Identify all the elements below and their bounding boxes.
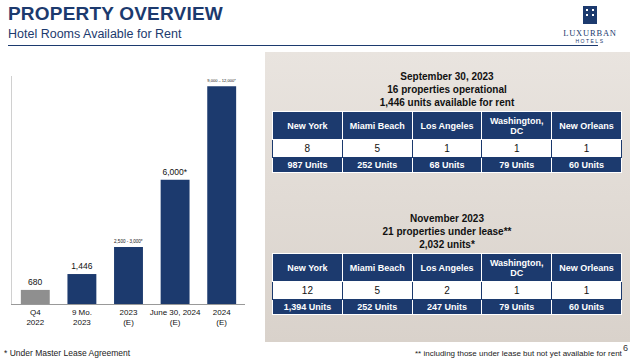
- svg-text:9,000 – 12,000*: 9,000 – 12,000*: [207, 78, 236, 83]
- html-text:5: 5: [374, 285, 380, 296]
- html-text:1: 1: [514, 143, 520, 154]
- svg-text:Q42022: Q42022: [26, 308, 44, 327]
- html-text:60 Units: 60 Units: [569, 160, 605, 170]
- html-text:6: 6: [623, 343, 628, 353]
- html-text:12: 12: [301, 285, 313, 296]
- html-text:1: 1: [514, 285, 520, 296]
- html-text:1: 1: [583, 143, 590, 154]
- html-text:New York: New York: [287, 120, 328, 131]
- html-text:247 Units: 247 Units: [427, 302, 467, 312]
- html-text:2,032 units*: 2,032 units*: [419, 239, 475, 250]
- svg-text:680: 680: [28, 277, 42, 287]
- html-text:Washington, DC: Washington, DC: [490, 115, 544, 136]
- svg-text:6,000*: 6,000*: [162, 167, 187, 177]
- html-text:21 properties under lease**: 21 properties under lease**: [382, 226, 512, 237]
- html-text:Miami Beach: Miami Beach: [349, 262, 405, 273]
- html-text:987 Units: 987 Units: [287, 160, 328, 170]
- svg-text:June 30, 2024(E): June 30, 2024(E): [150, 308, 201, 327]
- html-text:252 Units: 252 Units: [357, 160, 398, 170]
- html-text:LUXURBAN: LUXURBAN: [563, 28, 617, 38]
- svg-text:2,500 - 3,000*: 2,500 - 3,000*: [114, 239, 143, 244]
- html-text:Washington, DC: Washington, DC: [490, 257, 544, 278]
- html-text:60 Units: 60 Units: [569, 302, 605, 312]
- html-text:HOTELS: HOTELS: [575, 38, 605, 44]
- html-text:1,446 units available for rent: 1,446 units available for rent: [379, 97, 515, 108]
- html-text:* Under Master Lease Agreement: * Under Master Lease Agreement: [4, 348, 131, 358]
- html-text:252 Units: 252 Units: [357, 302, 398, 312]
- html-text:Miami Beach: Miami Beach: [349, 120, 405, 131]
- html-text:79 Units: 79 Units: [499, 160, 535, 170]
- svg-text:2023(E): 2023(E): [120, 308, 138, 327]
- html-text:5: 5: [374, 143, 380, 154]
- html-text:November 2023: November 2023: [410, 213, 484, 224]
- html-text:1: 1: [583, 285, 590, 296]
- html-text:79 Units: 79 Units: [499, 302, 535, 312]
- html-text:1,394 Units: 1,394 Units: [283, 302, 332, 312]
- html-text:1: 1: [444, 143, 450, 154]
- html-text:Los Angeles: Los Angeles: [420, 120, 474, 131]
- svg-text:2024(E): 2024(E): [213, 308, 231, 327]
- svg-text:1,446: 1,446: [71, 261, 93, 271]
- html-text:September 30, 2023: September 30, 2023: [400, 71, 494, 82]
- html-text:8: 8: [304, 143, 311, 154]
- html-text:New Orleans: New Orleans: [559, 262, 614, 273]
- html-text:Hotel Rooms Available for Rent: Hotel Rooms Available for Rent: [8, 27, 182, 41]
- svg-text:9 Mo.2023: 9 Mo.2023: [72, 308, 92, 327]
- html-text:New Orleans: New Orleans: [559, 120, 614, 131]
- html-text:New York: New York: [287, 262, 328, 273]
- html-text:2: 2: [444, 285, 450, 296]
- html-text:16 properties operational: 16 properties operational: [387, 84, 507, 95]
- html-text:68 Units: 68 Units: [429, 160, 465, 170]
- html-text:PROPERTY OVERVIEW: PROPERTY OVERVIEW: [8, 3, 223, 24]
- html-text:Los Angeles: Los Angeles: [420, 262, 474, 273]
- html-text:** including those under lease: ** including those under lease but not y…: [415, 349, 622, 358]
